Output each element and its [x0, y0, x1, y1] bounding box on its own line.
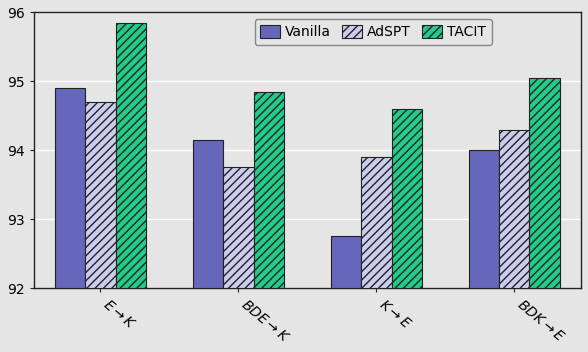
- Bar: [193, 140, 223, 288]
- Bar: [253, 92, 284, 288]
- Bar: [331, 236, 361, 288]
- Legend: Vanilla, AdSPT, TACIT: Vanilla, AdSPT, TACIT: [255, 19, 492, 45]
- Bar: [392, 109, 422, 288]
- Bar: [223, 168, 253, 288]
- Bar: [469, 150, 499, 288]
- Bar: [499, 130, 529, 288]
- Bar: [85, 102, 116, 288]
- Bar: [361, 157, 392, 288]
- Bar: [116, 23, 146, 288]
- Bar: [55, 88, 85, 288]
- Bar: [529, 78, 560, 288]
